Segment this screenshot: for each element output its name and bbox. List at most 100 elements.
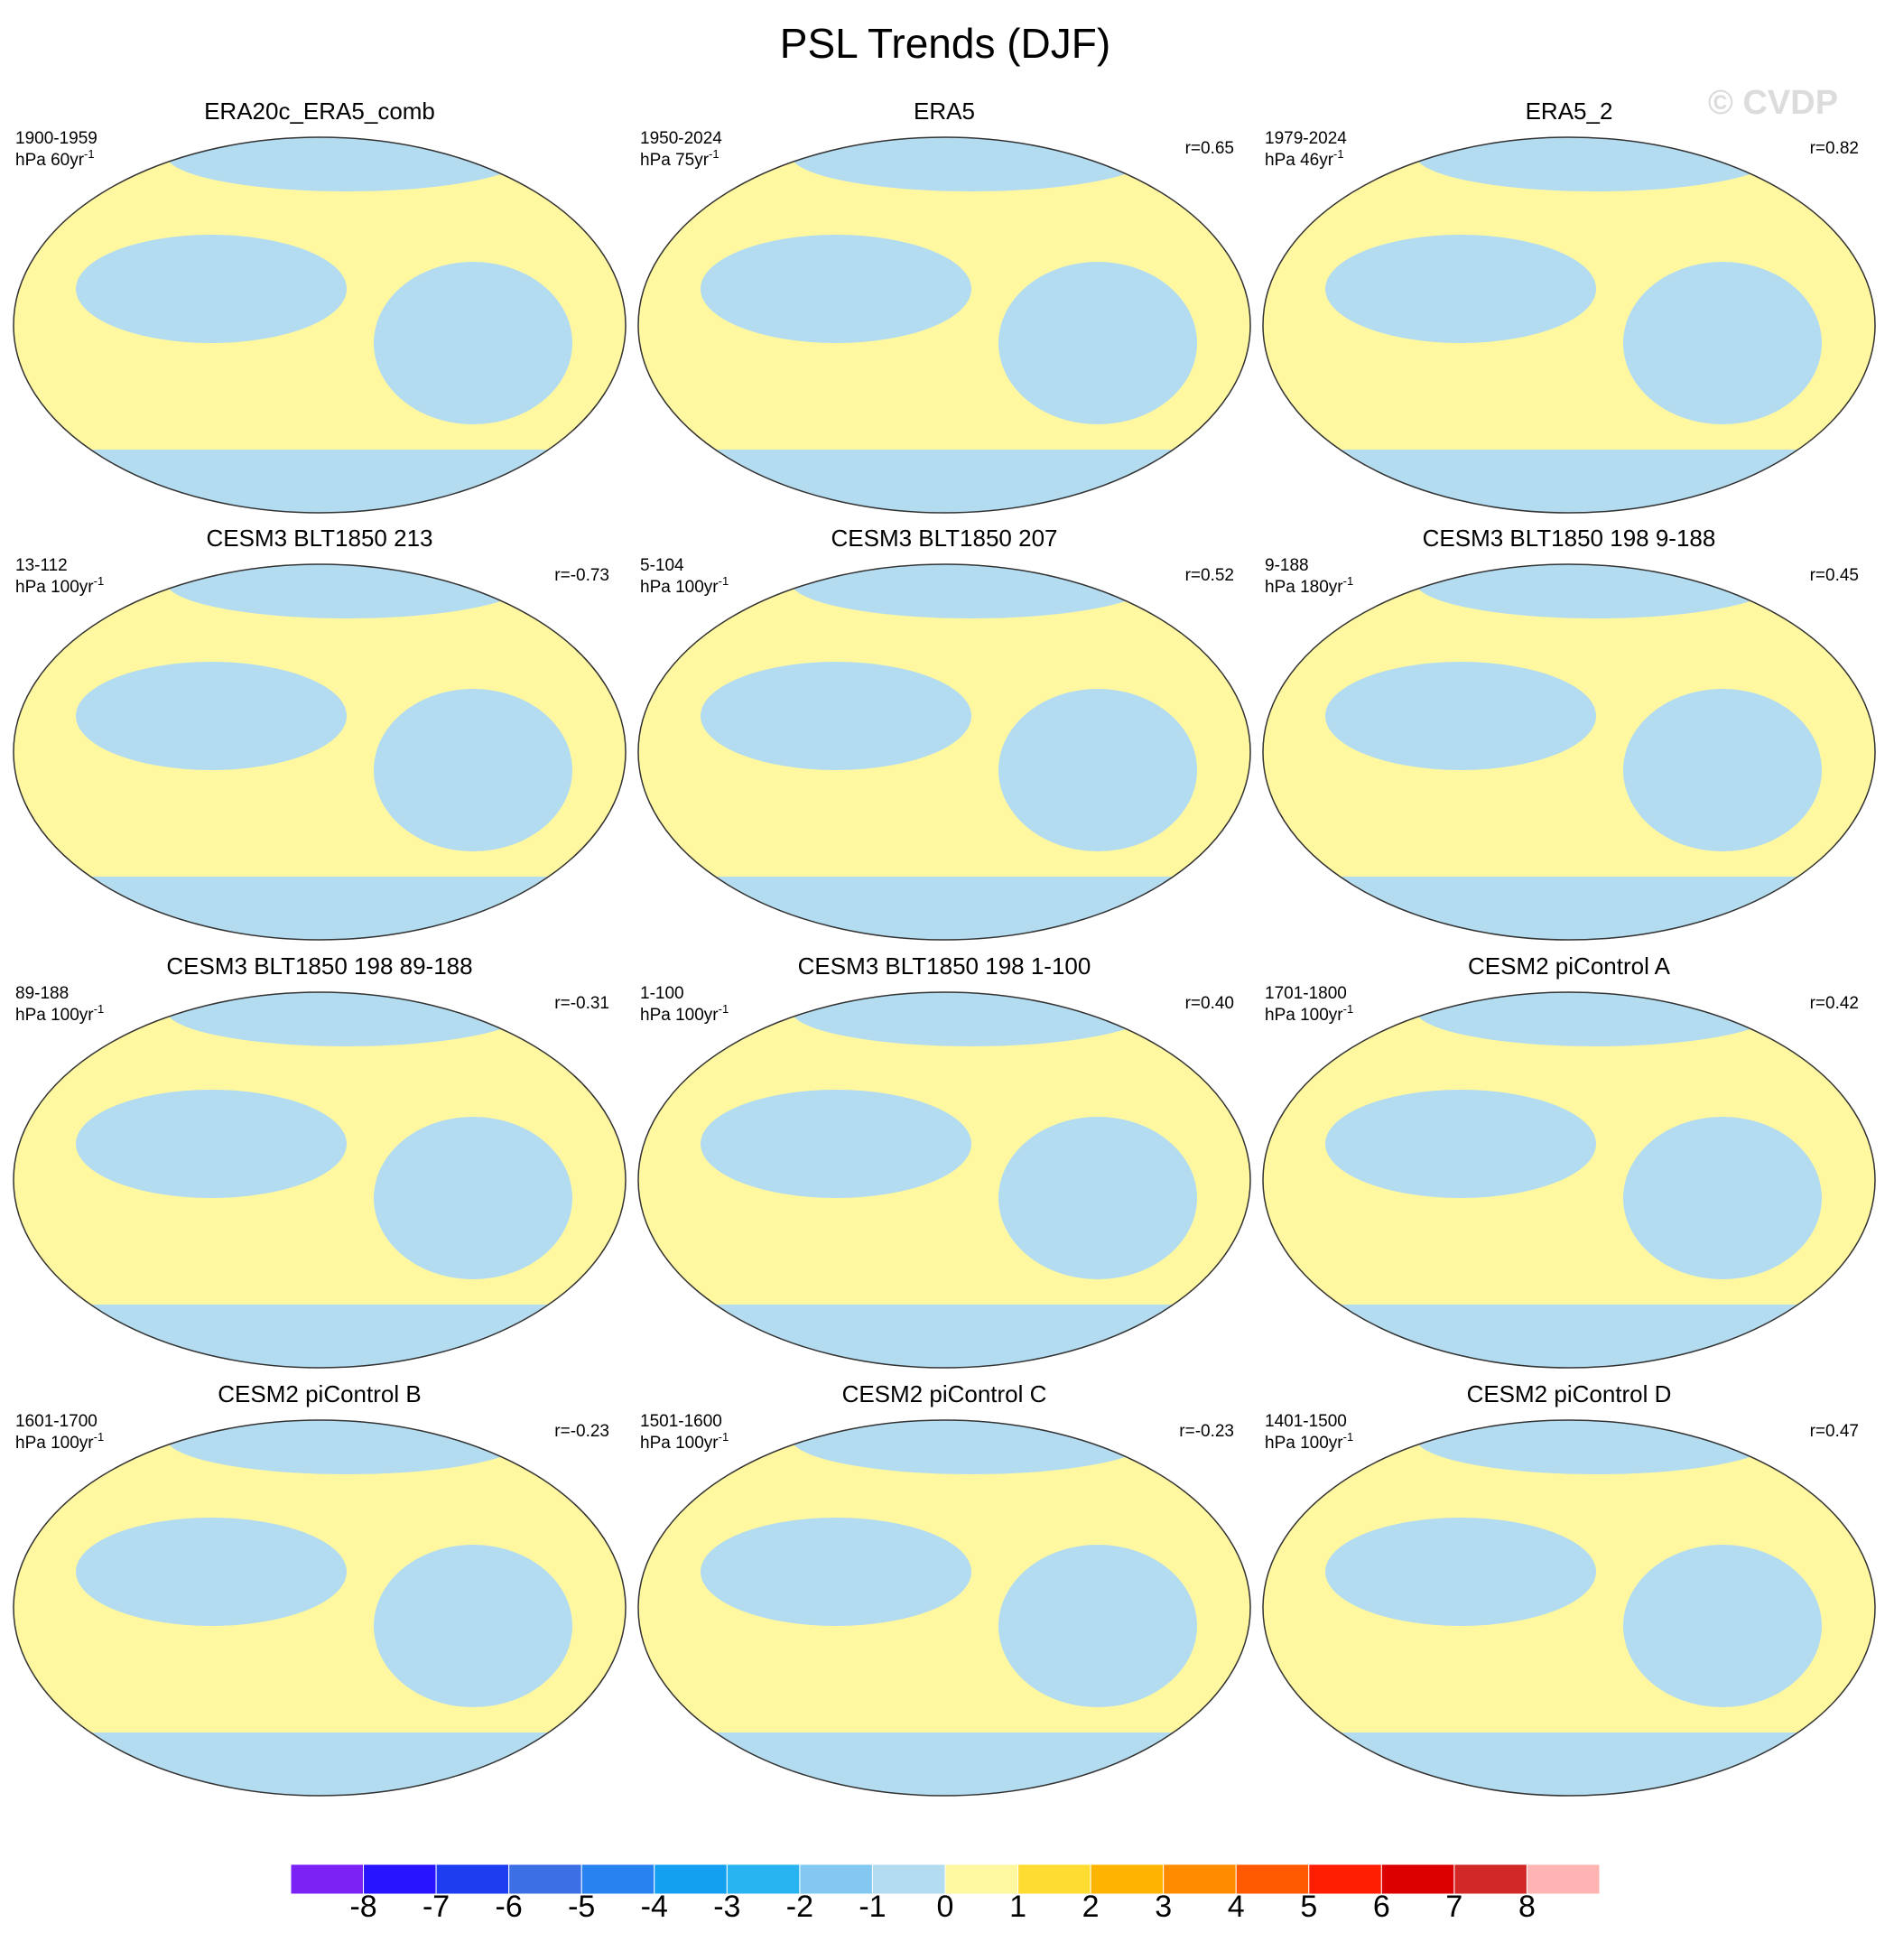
map — [638, 1420, 1250, 1796]
panel-units: hPa 100yr-1 — [640, 574, 729, 597]
panel-period: 9-188 — [1265, 556, 1309, 575]
map-shading — [76, 662, 347, 770]
map-outline — [13, 991, 627, 1369]
panel-period: 1900-1959 — [15, 129, 97, 148]
map-shading — [1623, 1545, 1822, 1707]
map — [638, 564, 1250, 940]
colorbar-box — [508, 1863, 582, 1895]
figure-title: PSL Trends (DJF) — [780, 20, 1110, 67]
map-outline — [637, 991, 1251, 1369]
panel-correlation: r=0.82 — [1810, 139, 1859, 158]
map — [1263, 1420, 1875, 1796]
panel-period: 1950-2024 — [640, 129, 722, 148]
units: hPa 100yr — [15, 578, 94, 597]
map-outline — [13, 1419, 627, 1797]
colorbar-label: 2 — [1082, 1890, 1100, 1924]
colorbar-box — [363, 1863, 437, 1895]
panel-period: 89-188 — [15, 984, 69, 1003]
panel-units: hPa 100yr-1 — [1265, 1002, 1353, 1025]
panel-units: hPa 100yr-1 — [15, 574, 104, 597]
colorbar-label: -4 — [641, 1890, 668, 1924]
colorbar-box — [1090, 1863, 1165, 1895]
map-shading — [166, 564, 527, 618]
panel-period: 13-112 — [15, 556, 68, 575]
colorbar-box — [944, 1863, 1019, 1895]
panel-correlation: r=0.65 — [1185, 139, 1234, 158]
colorbar-label: 3 — [1155, 1890, 1172, 1924]
panel-correlation: r=0.52 — [1185, 566, 1234, 585]
map-shading — [1416, 1420, 1777, 1474]
map-outline — [637, 563, 1251, 941]
map-shading — [374, 689, 572, 851]
map-shading — [166, 992, 527, 1046]
map-shading — [791, 137, 1152, 191]
map-shading — [998, 1117, 1197, 1279]
units-exponent: -1 — [84, 147, 95, 161]
colorbar-label: 7 — [1445, 1890, 1462, 1924]
watermark: © CVDP — [1708, 84, 1838, 122]
colorbar-box — [1235, 1863, 1310, 1895]
panel-correlation: r=0.47 — [1810, 1422, 1859, 1441]
map — [14, 137, 626, 513]
map — [14, 564, 626, 940]
panel-title: CESM3 BLT1850 198 9-188 — [1423, 525, 1716, 552]
map-outline — [1262, 563, 1876, 941]
units: hPa 46yr — [1265, 151, 1334, 170]
map-shading — [374, 262, 572, 424]
panel-title: CESM3 BLT1850 198 89-188 — [166, 952, 472, 980]
colorbar-box — [871, 1863, 946, 1895]
panel-units: hPa 100yr-1 — [15, 1430, 104, 1453]
units: hPa 100yr — [640, 1006, 719, 1025]
map-shading — [701, 235, 971, 343]
map-shading — [1623, 1117, 1822, 1279]
map-shading — [791, 564, 1152, 618]
panel-title: ERA20c_ERA5_comb — [204, 98, 435, 125]
map-shading — [76, 1090, 347, 1198]
map-shading — [1416, 137, 1777, 191]
map-shading — [374, 1117, 572, 1279]
panel-title: ERA5_2 — [1526, 98, 1613, 125]
colorbar-box — [799, 1863, 873, 1895]
units-exponent: -1 — [719, 1002, 729, 1016]
map-shading — [998, 1545, 1197, 1707]
map-outline — [13, 136, 627, 514]
map-shading — [791, 1420, 1152, 1474]
panel-period: 5-104 — [640, 556, 684, 575]
panel-units: hPa 75yr-1 — [640, 147, 720, 170]
map-shading — [1623, 262, 1822, 424]
panel-period: 1601-1700 — [15, 1412, 97, 1431]
map — [1263, 564, 1875, 940]
panel-period: 1701-1800 — [1265, 984, 1347, 1003]
map-shading — [76, 1518, 347, 1626]
map-outline — [1262, 991, 1876, 1369]
colorbar-label: 0 — [937, 1890, 954, 1924]
panel-period: 1401-1500 — [1265, 1412, 1347, 1431]
units: hPa 100yr — [1265, 1434, 1343, 1453]
map-outline — [1262, 136, 1876, 514]
map-shading — [1325, 235, 1596, 343]
colorbar-label: -6 — [496, 1890, 523, 1924]
colorbar-label: -7 — [422, 1890, 450, 1924]
colorbar-label: 1 — [1009, 1890, 1026, 1924]
panel-correlation: r=-0.73 — [554, 566, 609, 585]
map-shading — [998, 689, 1197, 851]
panel-correlation: r=0.42 — [1810, 994, 1859, 1013]
map-shading — [701, 1518, 971, 1626]
units: hPa 100yr — [1265, 1006, 1343, 1025]
panel-units: hPa 46yr-1 — [1265, 147, 1344, 170]
units: hPa 100yr — [15, 1006, 94, 1025]
units: hPa 100yr — [640, 1434, 719, 1453]
colorbar-label: 5 — [1300, 1890, 1317, 1924]
map-outline — [1262, 1419, 1876, 1797]
map — [14, 992, 626, 1368]
panel-title: CESM3 BLT1850 213 — [207, 525, 433, 552]
map — [14, 1420, 626, 1796]
map — [638, 137, 1250, 513]
panel-correlation: r=0.45 — [1810, 566, 1859, 585]
colorbar-box — [1163, 1863, 1237, 1895]
map-shading — [76, 235, 347, 343]
map-shading — [791, 992, 1152, 1046]
colorbar-label: 8 — [1518, 1890, 1536, 1924]
units: hPa 100yr — [15, 1434, 94, 1453]
